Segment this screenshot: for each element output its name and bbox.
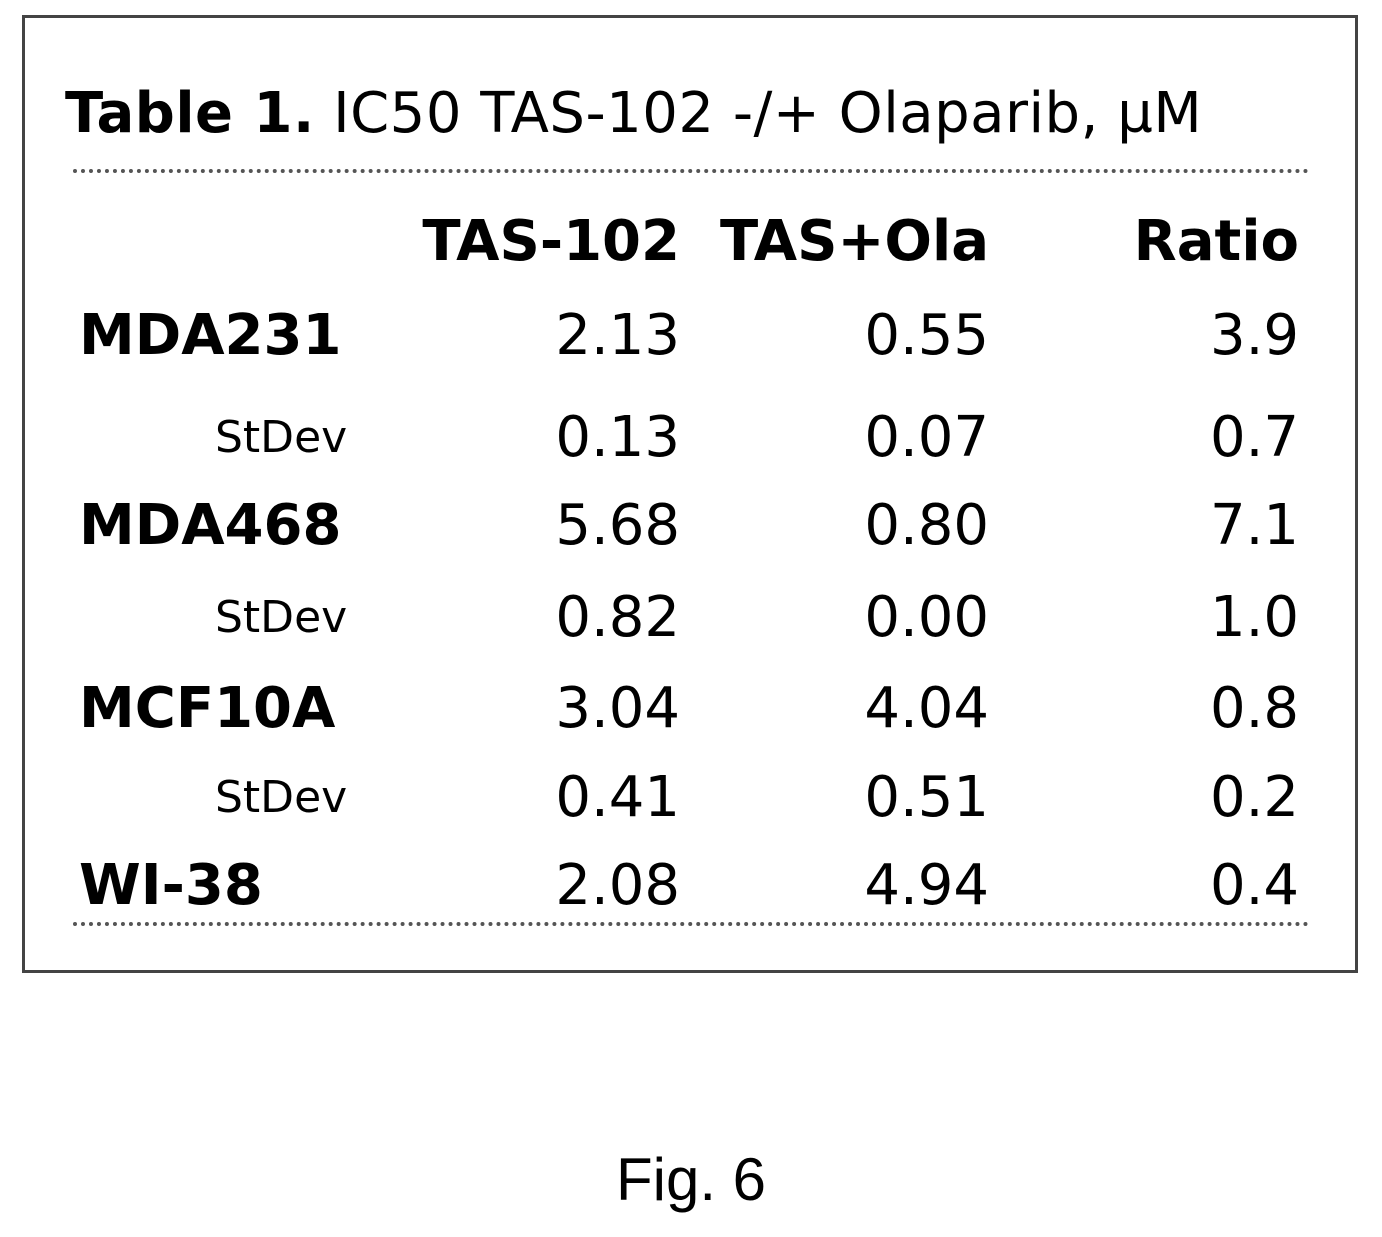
cell-tas-ola: 0.07 xyxy=(864,405,989,470)
row-label: MDA468 xyxy=(79,493,342,558)
table-row: MDA231 2.13 0.55 3.9 xyxy=(25,296,1355,376)
cell-tas-ola: 0.80 xyxy=(864,493,989,558)
cell-tas-ola: 0.51 xyxy=(864,765,989,830)
cell-tas-ola: 4.04 xyxy=(864,676,989,741)
cell-tas102: 0.13 xyxy=(555,405,680,470)
cell-ratio: 1.0 xyxy=(1209,585,1299,650)
cell-tas-ola: 0.55 xyxy=(864,303,989,368)
row-label: WI-38 xyxy=(79,853,263,918)
bottom-rule xyxy=(73,922,1309,926)
table-row: MDA468 5.68 0.80 7.1 xyxy=(25,486,1355,566)
cell-tas102: 5.68 xyxy=(555,493,680,558)
table-caption-label: Table 1. xyxy=(65,81,315,146)
header-row: TAS-102 TAS+Ola Ratio xyxy=(25,202,1355,282)
row-label: MCF10A xyxy=(79,676,336,741)
cell-tas102: 0.41 xyxy=(555,765,680,830)
cell-ratio: 7.1 xyxy=(1209,493,1299,558)
header-tas102: TAS-102 xyxy=(422,209,680,274)
cell-ratio: 0.8 xyxy=(1209,676,1299,741)
row-label: MDA231 xyxy=(79,303,342,368)
header-tas-ola: TAS+Ola xyxy=(719,209,989,274)
figure-label: Fig. 6 xyxy=(615,1146,767,1213)
table-row: StDev 0.82 0.00 1.0 xyxy=(25,578,1355,658)
cell-ratio: 0.7 xyxy=(1209,405,1299,470)
table-caption-text: IC50 TAS-102 -/+ Olaparib, µM xyxy=(314,81,1203,146)
table-row: StDev 0.41 0.51 0.2 xyxy=(25,758,1355,838)
cell-ratio: 0.4 xyxy=(1209,853,1299,918)
cell-tas-ola: 0.00 xyxy=(864,585,989,650)
table-row: WI-38 2.08 4.94 0.4 xyxy=(25,846,1355,926)
cell-tas102: 2.13 xyxy=(555,303,680,368)
table-row: MCF10A 3.04 4.04 0.8 xyxy=(25,669,1355,749)
cell-tas102: 2.08 xyxy=(555,853,680,918)
table-frame: Table 1. IC50 TAS-102 -/+ Olaparib, µM T… xyxy=(22,15,1358,973)
row-label: StDev xyxy=(215,412,348,463)
row-label: StDev xyxy=(215,592,348,643)
cell-ratio: 0.2 xyxy=(1209,765,1299,830)
cell-tas-ola: 4.94 xyxy=(864,853,989,918)
table-row: StDev 0.13 0.07 0.7 xyxy=(25,398,1355,478)
cell-tas102: 0.82 xyxy=(555,585,680,650)
header-ratio: Ratio xyxy=(1133,209,1299,274)
table-caption: Table 1. IC50 TAS-102 -/+ Olaparib, µM xyxy=(65,74,1202,154)
cell-tas102: 3.04 xyxy=(555,676,680,741)
top-rule xyxy=(73,169,1309,173)
row-label: StDev xyxy=(215,772,348,823)
cell-ratio: 3.9 xyxy=(1209,303,1299,368)
